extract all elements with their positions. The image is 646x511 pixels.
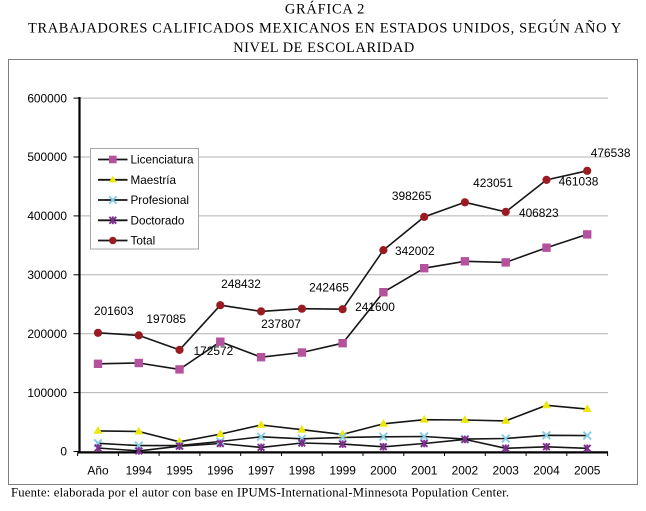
svg-text:461038: 461038: [559, 175, 599, 189]
svg-text:423051: 423051: [473, 176, 513, 190]
svg-text:1998: 1998: [289, 464, 316, 478]
svg-text:2002: 2002: [452, 464, 479, 478]
svg-text:1996: 1996: [207, 464, 234, 478]
svg-text:1994: 1994: [126, 464, 153, 478]
svg-text:1999: 1999: [329, 464, 356, 478]
svg-text:NIVEL DE ESCOLARIDAD: NIVEL DE ESCOLARIDAD: [233, 40, 415, 56]
svg-text:Total: Total: [131, 235, 156, 248]
svg-text:241600: 241600: [355, 300, 395, 314]
svg-text:Año: Año: [87, 464, 109, 478]
svg-text:500000: 500000: [27, 150, 67, 164]
svg-text:2005: 2005: [574, 464, 601, 478]
svg-text:237807: 237807: [261, 317, 301, 331]
svg-text:100000: 100000: [27, 386, 67, 400]
svg-text:400000: 400000: [27, 209, 67, 223]
svg-text:1997: 1997: [248, 464, 275, 478]
svg-text:Licenciatura: Licenciatura: [131, 154, 195, 167]
svg-text:201603: 201603: [94, 304, 134, 318]
svg-text:2001: 2001: [411, 464, 438, 478]
svg-text:TRABAJADORES CALIFICADOS MEXIC: TRABAJADORES CALIFICADOS MEXICANOS EN ES…: [28, 20, 622, 37]
svg-text:342002: 342002: [395, 244, 435, 258]
svg-text:Profesional: Profesional: [131, 194, 189, 207]
svg-text:200000: 200000: [27, 327, 67, 341]
svg-text:0: 0: [60, 445, 67, 459]
svg-text:2003: 2003: [492, 464, 519, 478]
svg-text:600000: 600000: [27, 91, 67, 105]
svg-text:197085: 197085: [146, 312, 186, 326]
svg-text:2000: 2000: [370, 464, 397, 478]
svg-text:406823: 406823: [519, 206, 559, 220]
svg-text:Doctorado: Doctorado: [131, 215, 185, 228]
svg-text:GRÁFICA 2: GRÁFICA 2: [285, 1, 365, 18]
svg-text:242465: 242465: [309, 281, 349, 295]
svg-text:172572: 172572: [194, 344, 234, 358]
svg-text:Maestría: Maestría: [131, 174, 177, 187]
svg-text:398265: 398265: [392, 189, 432, 203]
svg-text:248432: 248432: [221, 277, 261, 291]
svg-text:300000: 300000: [27, 268, 67, 282]
svg-text:476538: 476538: [591, 146, 631, 160]
svg-text:2004: 2004: [533, 464, 560, 478]
svg-text:Fuente: elaborada por el autor: Fuente: elaborada por el autor con base …: [11, 486, 509, 500]
svg-text:1995: 1995: [166, 464, 193, 478]
